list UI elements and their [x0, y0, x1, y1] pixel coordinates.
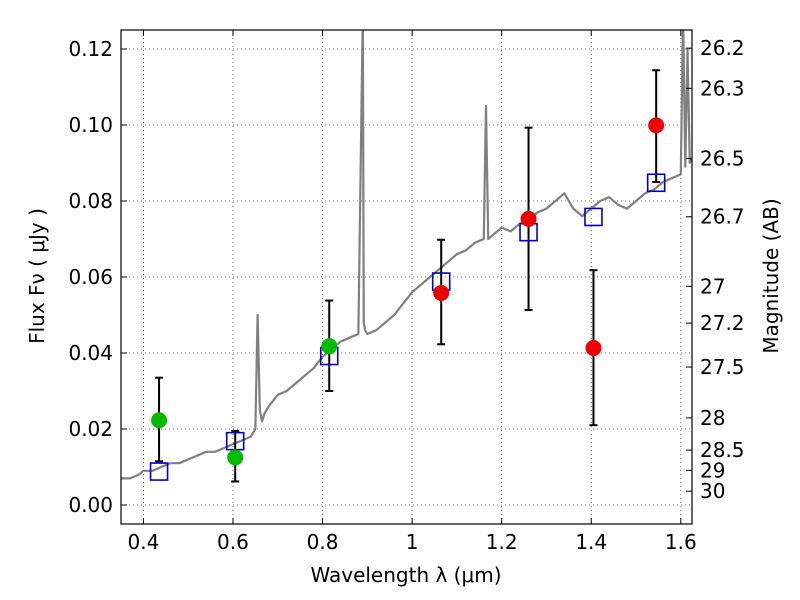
red-point-marker — [648, 117, 665, 134]
green-point-marker — [227, 449, 244, 466]
y-tick-label: 0.04 — [68, 341, 113, 365]
red-point-marker — [585, 340, 602, 357]
green-point-marker — [151, 412, 168, 429]
tick-marks — [121, 30, 692, 524]
y2-tick-label: 26.7 — [700, 205, 745, 229]
x-tick-label: 0.4 — [127, 530, 159, 554]
x-tick-label: 1.6 — [665, 530, 697, 554]
y-tick-labels: 0.00 0.02 0.04 0.06 0.08 0.10 0.12 — [68, 37, 113, 517]
spectrum-series — [121, 30, 692, 480]
y2-tick-label: 27.2 — [700, 311, 745, 335]
y2-tick-label: 28.5 — [700, 438, 745, 462]
green-point-marker — [321, 338, 338, 355]
y-tick-label: 0.12 — [68, 37, 113, 61]
y2-tick-label: 30 — [700, 479, 725, 503]
grid-lines — [121, 30, 692, 524]
plot-frame — [120, 29, 693, 525]
y2-tick-label: 26.2 — [700, 36, 745, 60]
x-tick-label: 0.6 — [217, 530, 249, 554]
red-point-marker — [520, 210, 537, 227]
y2-tick-label: 27.5 — [700, 355, 745, 379]
model-square-marker — [646, 173, 666, 193]
model-square-marker — [584, 207, 603, 227]
x-tick-labels: 0.4 0.6 0.8 1 1.2 1.4 1.6 — [127, 530, 696, 554]
y-tick-label: 0.02 — [68, 417, 113, 441]
errorbars — [155, 69, 661, 483]
y-tick-label: 0.10 — [68, 113, 113, 137]
y2-tick-label: 26.5 — [700, 146, 745, 170]
red-point-marker — [433, 284, 450, 301]
y2-tick-label: 29 — [700, 458, 725, 482]
data-markers — [149, 117, 666, 481]
y2-tick-label: 28 — [700, 406, 725, 430]
x-tick-label: 0.8 — [307, 530, 339, 554]
y-tick-label: 0.00 — [68, 493, 113, 517]
model-square-marker — [149, 462, 169, 481]
x-tick-label: 1.2 — [486, 530, 518, 554]
x-tick-label: 1 — [406, 530, 419, 554]
x-tick-label: 1.4 — [575, 530, 607, 554]
y2-tick-label: 26.3 — [700, 76, 745, 100]
y-axis-label: Flux Fν ( μJy ) — [25, 208, 49, 344]
y-tick-label: 0.08 — [68, 189, 113, 213]
spectrum-line — [121, 30, 692, 480]
y-tick-label: 0.06 — [68, 265, 113, 289]
y2-tick-label: 27 — [700, 274, 725, 298]
x-axis-label: Wavelength λ (μm) — [310, 563, 501, 587]
y2-axis-label: Magnitude (AB) — [759, 198, 783, 353]
